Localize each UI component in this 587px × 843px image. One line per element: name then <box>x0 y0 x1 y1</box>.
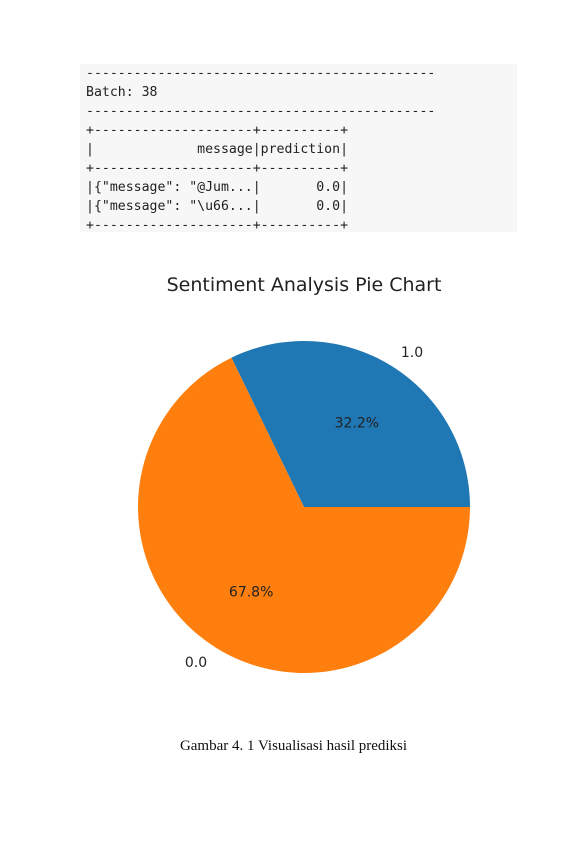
pie-slice-0-0 <box>138 357 471 673</box>
console-text: ----------------------------------------… <box>86 66 436 233</box>
figure-caption: Gambar 4. 1 Visualisasi hasil prediksi <box>179 738 408 754</box>
pie-chart-svg: Sentiment Analysis Pie Chart 32.2% 1.0 67.… <box>138 274 471 673</box>
pie-percent-label: 67.8% <box>229 584 273 600</box>
pie-category-label: 0.0 <box>185 655 207 671</box>
pie-category-label: 1.0 <box>401 345 423 361</box>
chart-title: Sentiment Analysis Pie Chart <box>167 274 442 296</box>
pie-percent-label: 32.2% <box>335 416 379 432</box>
pie-slices <box>138 341 471 673</box>
pie-slice-1-0 <box>231 341 470 507</box>
console-output: ----------------------------------------… <box>80 64 517 233</box>
pie-labels: 32.2% 1.0 67.8% 0.0 <box>185 345 423 671</box>
pie-chart: Sentiment Analysis Pie Chart 32.2% 1.0 67.… <box>0 250 587 700</box>
